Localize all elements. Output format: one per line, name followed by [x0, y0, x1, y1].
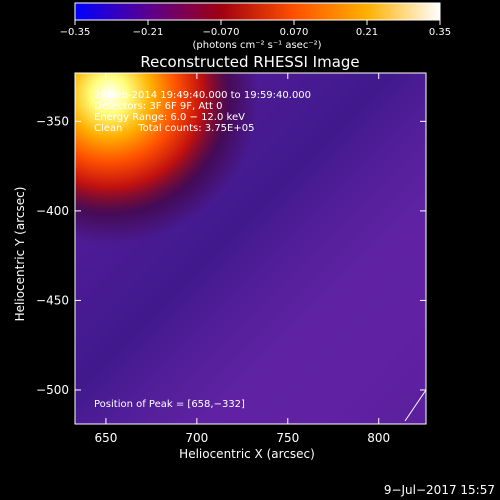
annotation-energy-range: Energy Range: 6.0 − 12.0 keV — [94, 112, 245, 123]
x-tick-label: 800 — [367, 431, 390, 445]
colorbar-tick-label: 0.35 — [429, 27, 451, 38]
colorbar-tick-label: −0.35 — [60, 27, 91, 38]
chart-title: Reconstructed RHESSI Image — [140, 53, 359, 71]
footer-date: 9−Jul−2017 15:57 — [384, 483, 495, 497]
x-axis-label: Heliocentric X (arcsec) — [179, 447, 315, 461]
x-axis-ticks: 650 700 750 800 — [94, 73, 390, 445]
colorbar-ticks: −0.35 −0.21 −0.070 0.070 0.21 0.35 — [60, 20, 451, 38]
y-tick-label: −400 — [36, 204, 69, 218]
peak-position-label: Position of Peak = [658,−332] — [94, 399, 245, 410]
y-axis-ticks: −350 −400 −450 −500 — [36, 114, 426, 397]
plot-frame — [74, 72, 427, 425]
y-tick-label: −450 — [36, 293, 69, 307]
y-axis-label: Heliocentric Y (arcsec) — [13, 187, 27, 322]
hot-source — [75, 73, 260, 245]
colorbar-tick-label: 0.21 — [356, 27, 378, 38]
colorbar-tick-label: −0.070 — [202, 27, 239, 38]
annotation-time-range: 28-Feb-2014 19:49:40.000 to 19:59:40.000 — [94, 90, 311, 101]
y-tick-label: −350 — [36, 114, 69, 128]
x-tick-label: 700 — [185, 431, 208, 445]
x-tick-label: 750 — [276, 431, 299, 445]
corner-streak — [404, 389, 426, 422]
plot-area — [75, 73, 426, 424]
annotation-detectors: Detectors: 3F 6F 9F, Att 0 — [94, 101, 222, 112]
y-tick-label: −500 — [36, 383, 69, 397]
annotation-total-counts: Clean Total counts: 3.75E+05 — [94, 123, 254, 134]
colorbar-tick-label: −0.21 — [133, 27, 164, 38]
x-tick-label: 650 — [94, 431, 117, 445]
colorbar: −0.35 −0.21 −0.070 0.070 0.21 0.35 (photons c… — [60, 2, 451, 51]
colorbar-units-label: (photons cm⁻² s⁻¹ asec⁻²) — [192, 40, 321, 51]
colorbar-tick-label: 0.070 — [280, 27, 309, 38]
colorbar-gradient — [74, 2, 441, 21]
